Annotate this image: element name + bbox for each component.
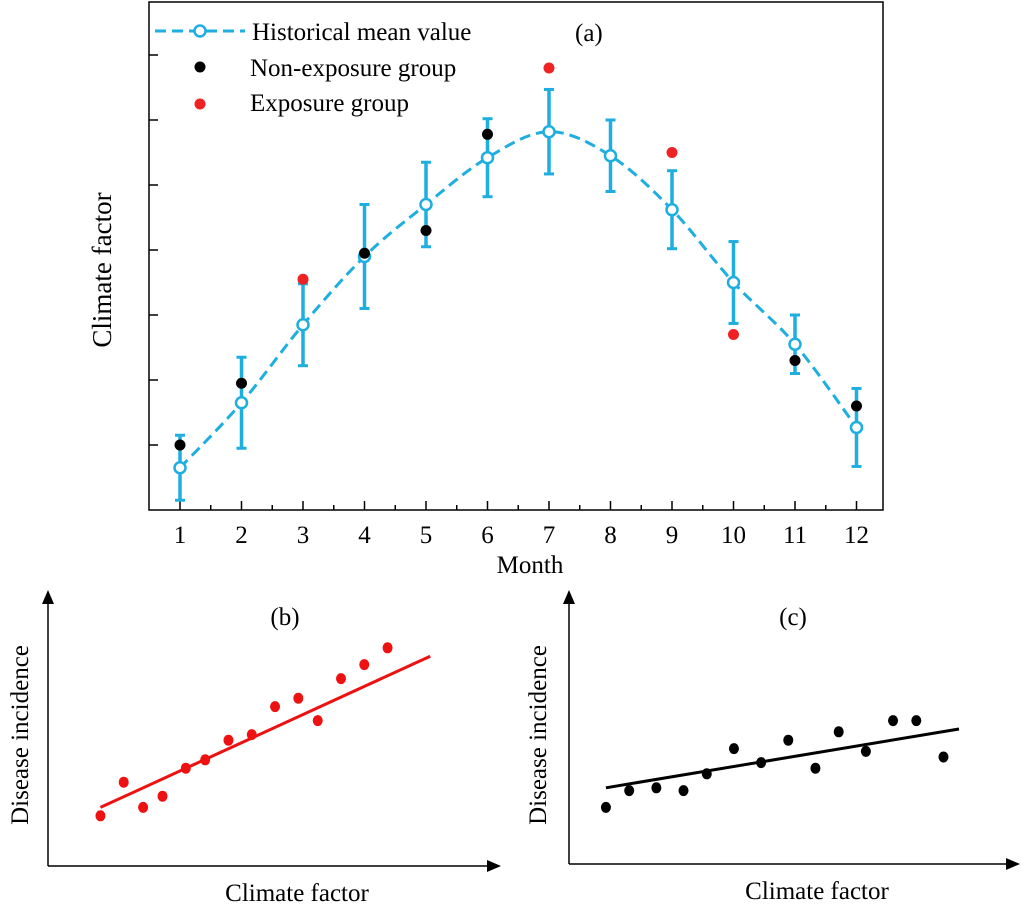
exposure-point — [728, 329, 739, 340]
mean-point — [726, 275, 741, 290]
scatter-point — [651, 782, 662, 794]
mean-point — [419, 197, 433, 212]
mean-point — [542, 124, 556, 139]
x-tick-label: 11 — [783, 522, 807, 549]
scatter-point — [223, 734, 234, 746]
x-tick-label: 4 — [358, 522, 371, 549]
panel-c-x-axis-label: Climate factor — [745, 878, 889, 905]
mean-point — [480, 150, 495, 165]
scatter-point — [180, 762, 191, 774]
legend-non-exposure-swatch — [194, 61, 206, 73]
non-exposure-point — [789, 355, 801, 366]
x-tick-label: 3 — [297, 522, 310, 549]
exposure-point — [297, 273, 309, 285]
panel-b-y-axis-arrow — [42, 590, 54, 604]
legend-non-exposure-label: Non-exposure group — [250, 55, 456, 82]
mean-point — [296, 318, 310, 332]
x-tick-label: 6 — [481, 522, 494, 549]
non-exposure-point — [174, 439, 186, 451]
scatter-point — [359, 659, 370, 671]
scatter-point — [600, 801, 611, 813]
panel-c: (c) Climate factor Disease incidence — [525, 590, 1020, 905]
legend-mean-swatch-marker — [193, 24, 207, 38]
panel-a-y-axis-label: Climate factor — [87, 192, 117, 347]
scatter-point — [888, 715, 899, 727]
exposure-point — [666, 147, 678, 158]
scatter-point — [860, 745, 871, 757]
fit-line — [605, 727, 960, 790]
scatter-point — [783, 734, 794, 746]
scatter-point — [678, 785, 689, 797]
panel-b-x-axis-arrow — [487, 860, 501, 872]
scatter-point — [624, 785, 635, 797]
scatter-point — [138, 801, 149, 813]
scatter-point — [701, 768, 712, 780]
panel-c-x-axis-arrow — [1006, 858, 1020, 870]
panel-c-y-axis-arrow — [563, 590, 575, 604]
legend-exposure-label: Exposure group — [250, 90, 409, 117]
mean-point — [603, 149, 618, 163]
scatter-point — [200, 754, 211, 766]
panel-a-plot-area — [173, 62, 864, 502]
scatter-point — [246, 729, 257, 741]
panel-a-y-ticks — [149, 54, 158, 446]
panel-b-label: (b) — [270, 604, 299, 631]
scatter-point — [756, 757, 767, 769]
scatter-point — [911, 715, 922, 727]
mean-line — [178, 130, 858, 469]
panel-a-legend: Historical mean value Non-exposure group… — [155, 19, 471, 117]
scatter-point — [270, 701, 281, 713]
panel-a-x-axis-label: Month — [497, 552, 564, 579]
panel-c-plot-area — [600, 715, 960, 813]
non-exposure-point — [851, 400, 862, 412]
mean-point — [234, 396, 249, 410]
scatter-point — [336, 673, 346, 685]
mean-point — [173, 461, 187, 475]
panel-b-y-axis-label: Disease incidence — [7, 645, 34, 825]
panel-a: 1 2 3 4 5 6 7 8 9 10 11 12 Month Climate factor (a)… — [87, 1, 884, 579]
legend-mean-label: Historical mean value — [252, 19, 471, 46]
x-tick-label: 2 — [235, 522, 248, 549]
scatter-point — [728, 743, 739, 755]
non-exposure-point — [482, 128, 493, 140]
exposure-point — [543, 62, 555, 74]
x-tick-label: 9 — [666, 522, 679, 549]
panel-b: (b) Climate factor Disease incidence — [7, 590, 501, 907]
non-exposure-point — [359, 247, 370, 259]
legend-exposure-swatch — [194, 98, 206, 110]
panel-a-x-ticks: 1 2 3 4 5 6 7 8 9 10 11 12 — [174, 501, 869, 549]
panel-b-x-axis-label: Climate factor — [225, 880, 369, 907]
panel-a-frame — [148, 1, 884, 511]
scatter-point — [382, 642, 393, 654]
scatter-point — [118, 776, 129, 788]
x-tick-label: 8 — [604, 522, 617, 549]
scatter-point — [833, 726, 844, 738]
scatter-point — [312, 715, 323, 727]
scatter-point — [810, 762, 821, 774]
mean-point — [665, 202, 679, 217]
x-tick-label: 5 — [420, 522, 433, 549]
mean-point — [788, 337, 802, 351]
non-exposure-point — [420, 225, 432, 236]
fit-line — [99, 654, 431, 809]
panel-a-label: (a) — [575, 20, 603, 47]
x-tick-label: 10 — [721, 522, 746, 549]
scatter-point — [938, 751, 949, 763]
scatter-point — [293, 692, 304, 704]
panel-c-y-axis-label: Disease incidence — [525, 645, 552, 825]
scatter-point — [157, 790, 168, 802]
scatter-point — [95, 810, 106, 822]
panel-b-plot-area — [95, 642, 431, 822]
x-tick-label: 1 — [174, 522, 187, 549]
x-tick-label: 12 — [844, 522, 869, 549]
non-exposure-point — [236, 377, 247, 389]
panel-c-label: (c) — [779, 604, 807, 631]
mean-point — [849, 420, 864, 435]
x-tick-label: 7 — [543, 522, 556, 549]
